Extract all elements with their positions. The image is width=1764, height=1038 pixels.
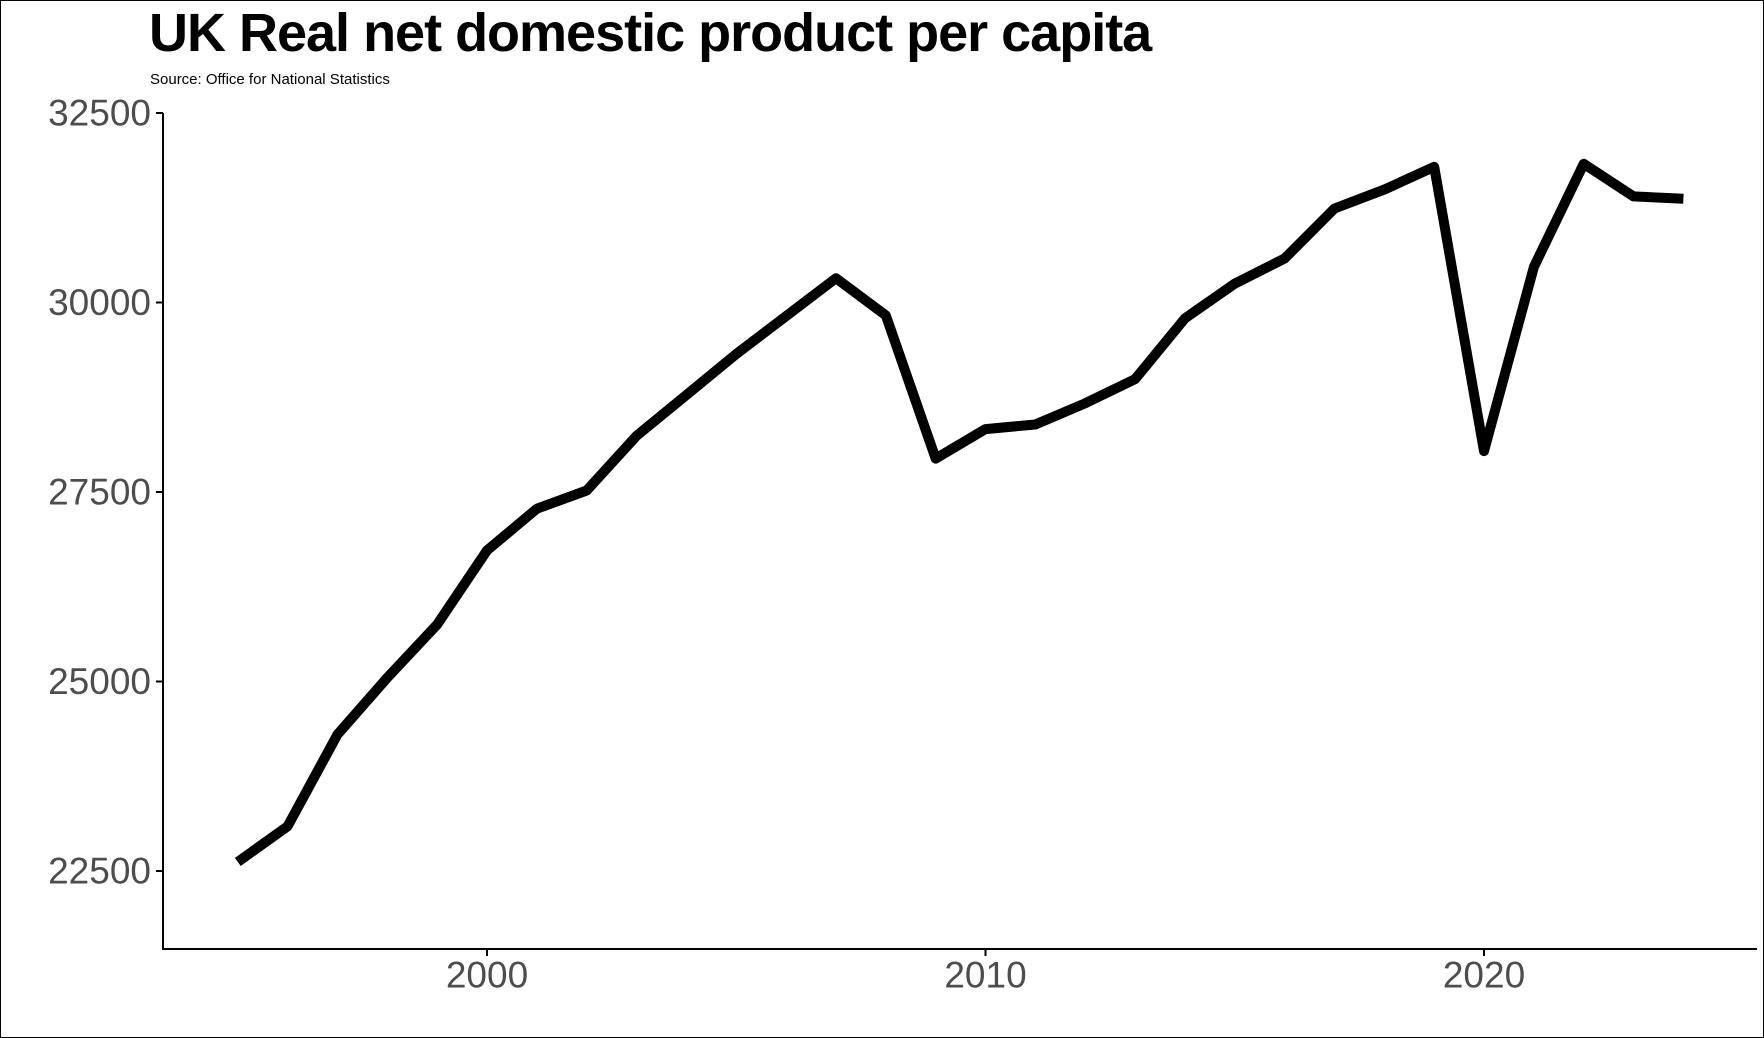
y-tick-label: 25000: [48, 661, 151, 702]
chart-subtitle: Source: Office for National Statistics: [150, 71, 390, 88]
x-tick-label: 2010: [944, 954, 1026, 995]
y-tick-label: 32500: [48, 93, 151, 134]
data-series-line: [234, 158, 1684, 866]
y-tick-label: 27500: [48, 472, 151, 513]
y-tick-label: 22500: [48, 851, 151, 892]
y-tick-label: 30000: [48, 282, 151, 323]
x-tick-label: 2000: [446, 954, 528, 995]
x-tick-label: 2020: [1443, 954, 1525, 995]
chart-title: UK Real net domestic product per capita: [149, 3, 1152, 63]
